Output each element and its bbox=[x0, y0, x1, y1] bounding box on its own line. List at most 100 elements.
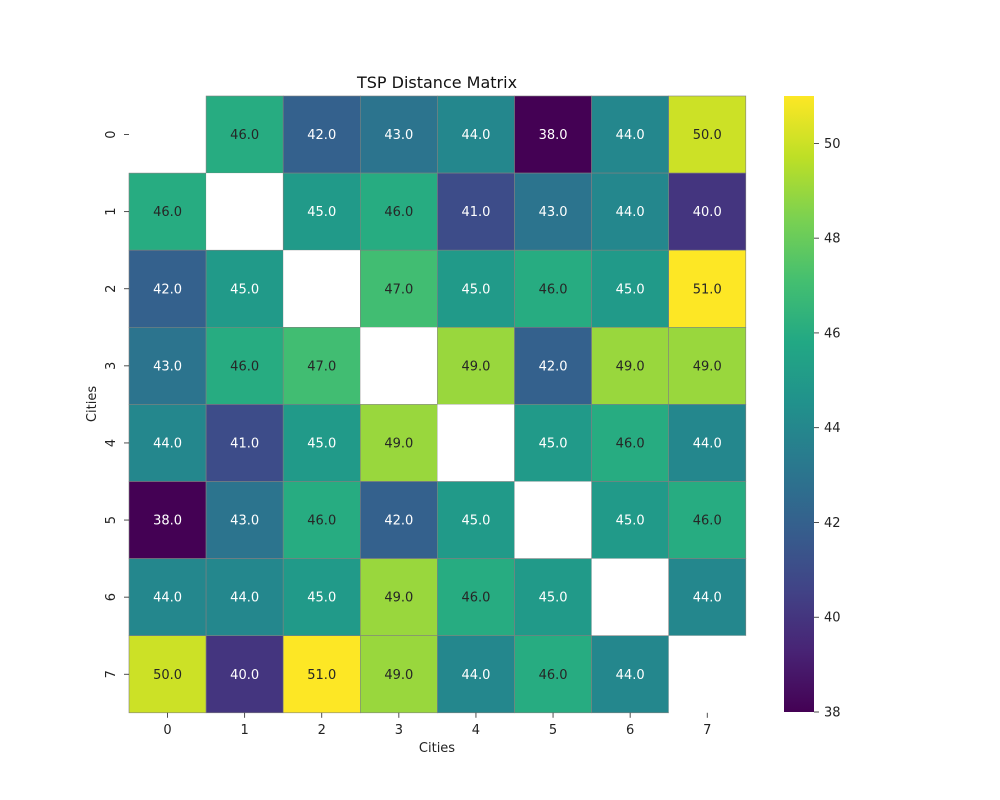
cell-value-label-4-0: 44.0 bbox=[153, 436, 182, 451]
heatmap-cell-2-5 bbox=[514, 249, 592, 328]
colorbar-gradient bbox=[784, 96, 814, 712]
heatmap-cell-7-0 bbox=[128, 635, 207, 714]
cell-value-label-2-6: 45.0 bbox=[616, 282, 645, 297]
cell-value-label-2-7: 51.0 bbox=[693, 282, 722, 297]
colorbar-tick-label-1: 40 bbox=[824, 611, 841, 626]
heatmap-cell-7-7 bbox=[668, 635, 746, 713]
colorbar-tick-label-2: 42 bbox=[824, 516, 841, 531]
x-tick-label-5: 5 bbox=[549, 723, 557, 738]
cell-value-label-1-2: 45.0 bbox=[307, 205, 336, 220]
cell-value-label-6-3: 49.0 bbox=[384, 591, 413, 606]
cell-value-label-0-6: 44.0 bbox=[616, 128, 645, 143]
cell-value-label-7-1: 40.0 bbox=[230, 668, 259, 683]
y-tick-label-3: 3 bbox=[104, 362, 119, 370]
colorbar-tick-label-5: 48 bbox=[824, 232, 841, 247]
cell-value-label-6-1: 44.0 bbox=[230, 591, 259, 606]
heatmap-cell-2-1 bbox=[205, 249, 284, 328]
cell-value-label-3-2: 47.0 bbox=[307, 359, 336, 374]
heatmap-cell-4-7 bbox=[668, 404, 747, 482]
x-tick-label-1: 1 bbox=[241, 723, 249, 738]
cell-value-label-7-4: 44.0 bbox=[461, 668, 490, 683]
heatmap-cell-4-0 bbox=[128, 404, 207, 482]
heatmap-cell-2-3 bbox=[359, 249, 438, 328]
heatmap-cell-2-6 bbox=[591, 249, 669, 328]
heatmap-cell-0-0 bbox=[129, 96, 207, 174]
heatmap-cell-3-7 bbox=[668, 326, 747, 405]
heatmap-cell-3-1 bbox=[205, 326, 284, 405]
heatmap-cell-6-5 bbox=[514, 558, 592, 636]
heatmap-cell-7-5 bbox=[514, 635, 592, 714]
heatmap-cell-0-2 bbox=[282, 95, 361, 174]
cell-value-label-3-0: 43.0 bbox=[153, 359, 182, 374]
heatmap-cell-1-3 bbox=[359, 172, 438, 251]
heatmap-cell-7-4 bbox=[437, 635, 515, 714]
colorbar-ticks: 38 40 42 44 46 48 50 bbox=[814, 137, 841, 721]
heatmap-cell-5-1 bbox=[205, 481, 284, 559]
y-tick-label-7: 7 bbox=[104, 670, 119, 678]
cell-value-label-2-1: 45.0 bbox=[230, 282, 259, 297]
cell-value-label-6-4: 46.0 bbox=[461, 591, 490, 606]
y-tick-label-6: 6 bbox=[104, 593, 119, 601]
heatmap-cell-5-2 bbox=[282, 481, 361, 559]
cell-value-label-7-3: 49.0 bbox=[384, 668, 413, 683]
y-tick-label-0: 0 bbox=[104, 130, 119, 138]
x-tick-label-7: 7 bbox=[703, 723, 711, 738]
cell-value-label-4-3: 49.0 bbox=[384, 436, 413, 451]
cell-value-label-2-5: 46.0 bbox=[539, 282, 568, 297]
heatmap-cell-7-3 bbox=[359, 635, 438, 714]
colorbar-tick-label-6: 50 bbox=[824, 137, 841, 152]
cell-value-label-4-6: 46.0 bbox=[616, 436, 645, 451]
cell-value-label-4-7: 44.0 bbox=[693, 436, 722, 451]
heatmap-cells: 46.0 42.0 43.0 44.0 38.0 44.0 50.0 46.0 45.0 46.0… bbox=[128, 95, 747, 714]
cell-value-label-1-7: 40.0 bbox=[693, 205, 722, 220]
cell-value-label-1-0: 46.0 bbox=[153, 205, 182, 220]
heatmap-cell-3-4 bbox=[437, 326, 515, 405]
cell-value-label-2-4: 45.0 bbox=[461, 282, 490, 297]
y-axis-label: Cities bbox=[85, 386, 100, 422]
x-axis-ticks: 0 1 2 3 4 5 6 7 bbox=[163, 712, 711, 738]
cell-value-label-3-4: 49.0 bbox=[461, 359, 490, 374]
cell-value-label-7-0: 50.0 bbox=[153, 668, 182, 683]
cell-value-label-7-5: 46.0 bbox=[539, 668, 568, 683]
cell-value-label-1-3: 46.0 bbox=[384, 205, 413, 220]
cell-value-label-5-2: 46.0 bbox=[307, 514, 336, 529]
heatmap-cell-6-6 bbox=[591, 558, 669, 636]
heatmap-cell-7-1 bbox=[205, 635, 284, 714]
heatmap-cell-2-4 bbox=[437, 249, 515, 328]
heatmap-cell-5-7 bbox=[668, 481, 747, 559]
x-tick-label-0: 0 bbox=[163, 723, 171, 738]
cell-value-label-2-0: 42.0 bbox=[153, 282, 182, 297]
y-tick-label-2: 2 bbox=[104, 285, 119, 293]
cell-value-label-0-2: 42.0 bbox=[307, 128, 336, 143]
heatmap-cell-2-7 bbox=[668, 249, 747, 328]
heatmap-cell-1-5 bbox=[514, 172, 592, 251]
x-tick-label-3: 3 bbox=[395, 723, 403, 738]
cell-value-label-6-7: 44.0 bbox=[693, 591, 722, 606]
heatmap-cell-5-4 bbox=[437, 481, 515, 559]
cell-value-label-3-7: 49.0 bbox=[693, 359, 722, 374]
cell-value-label-5-7: 46.0 bbox=[693, 514, 722, 529]
colorbar-tick-label-4: 46 bbox=[824, 326, 841, 341]
heatmap-cell-0-5 bbox=[514, 95, 592, 174]
x-axis-label: Cities bbox=[419, 741, 455, 756]
heatmap-cell-3-0 bbox=[128, 326, 207, 405]
heatmap-cell-3-3 bbox=[360, 327, 438, 405]
cell-value-label-5-0: 38.0 bbox=[153, 514, 182, 529]
heatmap-cell-5-3 bbox=[359, 481, 438, 559]
x-tick-label-6: 6 bbox=[626, 723, 634, 738]
heatmap-cell-0-1 bbox=[205, 95, 284, 174]
cell-value-label-0-3: 43.0 bbox=[384, 128, 413, 143]
heatmap-cell-6-2 bbox=[282, 558, 361, 636]
cell-value-label-4-1: 41.0 bbox=[230, 436, 259, 451]
heatmap-cell-0-6 bbox=[591, 95, 669, 174]
colorbar: 38 40 42 44 46 48 50 bbox=[784, 96, 841, 721]
heatmap-cell-6-4 bbox=[437, 558, 515, 636]
cell-value-label-0-4: 44.0 bbox=[461, 128, 490, 143]
heatmap-cell-5-0 bbox=[128, 481, 207, 559]
heatmap-cell-0-4 bbox=[437, 95, 515, 174]
colorbar-tick-label-3: 44 bbox=[824, 421, 841, 436]
y-tick-label-4: 4 bbox=[104, 439, 119, 447]
cell-value-label-3-1: 46.0 bbox=[230, 359, 259, 374]
cell-value-label-5-6: 45.0 bbox=[616, 514, 645, 529]
